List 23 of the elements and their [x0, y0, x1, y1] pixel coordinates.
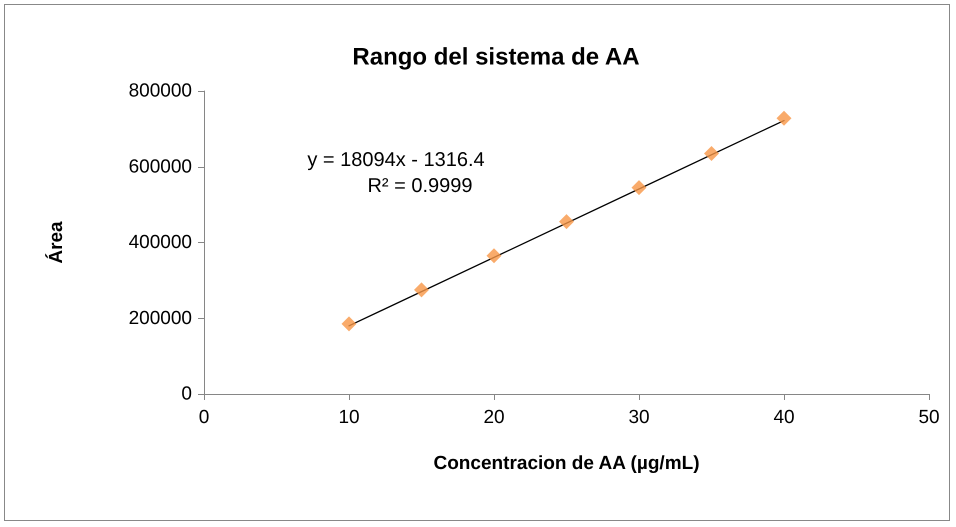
point [704, 146, 719, 161]
point [414, 282, 429, 298]
y-tick-label: 800000 [128, 80, 192, 102]
x-tick-label: 30 [628, 407, 650, 428]
point [486, 248, 502, 264]
x-tick-label: 10 [338, 407, 360, 428]
y-tick-label: 0 [181, 384, 192, 404]
chart-title: Rango del sistema de AA [352, 44, 640, 70]
point [559, 214, 574, 230]
y-tick-label: 200000 [128, 308, 192, 329]
x-tick-label: 20 [483, 407, 505, 428]
point [342, 316, 356, 332]
x-tick-label: 0 [198, 407, 210, 428]
x-tick-label: 50 [918, 407, 940, 428]
x-tick-label: 40 [773, 407, 795, 428]
annotation: y = 18094x - 1316.4 [307, 149, 485, 171]
y-axis-title: Área [45, 220, 67, 264]
y-tick-label: 400000 [128, 232, 192, 253]
annotation: R² = 0.9999 [367, 175, 473, 197]
point [776, 110, 792, 126]
y-tick-label: 600000 [128, 156, 192, 178]
x-axis-title: Concentracion de AA (µg/mL) [433, 453, 700, 474]
point [632, 180, 646, 196]
